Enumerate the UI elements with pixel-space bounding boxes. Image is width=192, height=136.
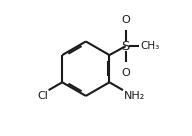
Text: O: O bbox=[121, 68, 130, 78]
Text: CH₃: CH₃ bbox=[140, 41, 160, 51]
Text: NH₂: NH₂ bbox=[123, 91, 145, 101]
Text: Cl: Cl bbox=[37, 91, 48, 101]
Text: S: S bbox=[122, 40, 130, 53]
Text: O: O bbox=[121, 15, 130, 25]
